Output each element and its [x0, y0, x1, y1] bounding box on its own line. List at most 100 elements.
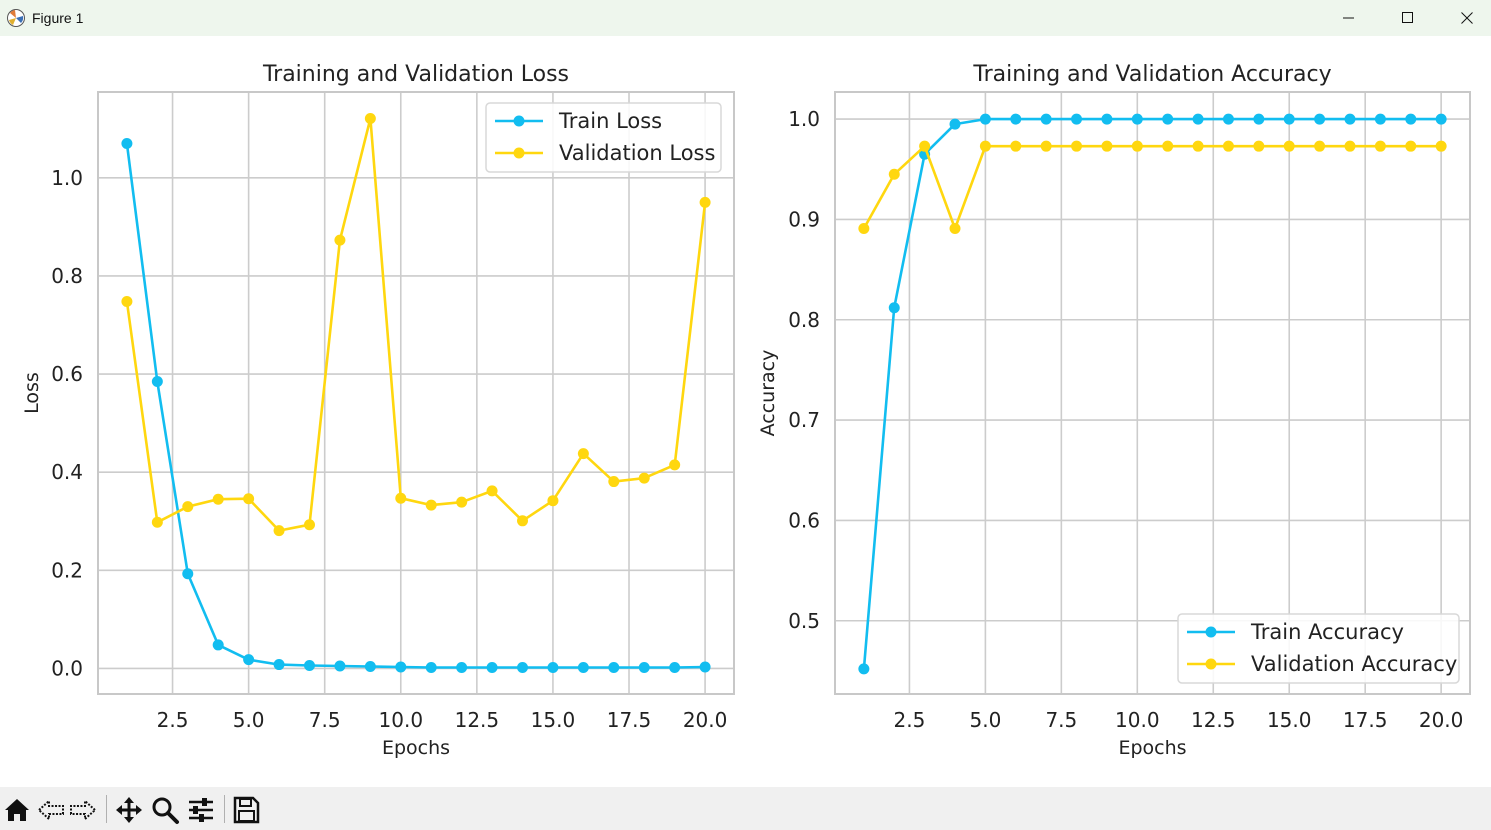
plot-area[interactable] [835, 92, 1470, 694]
back-icon[interactable] [36, 795, 66, 825]
x-tick-label: 10.0 [1115, 708, 1160, 732]
legend-label: Train Loss [558, 109, 662, 133]
y-tick-label: 0.8 [788, 308, 820, 332]
data-point [1314, 140, 1326, 152]
data-point [547, 495, 559, 507]
data-point [888, 168, 900, 180]
data-point [1374, 113, 1386, 125]
data-point [949, 118, 961, 130]
data-point [212, 639, 224, 651]
x-tick-label: 5.0 [969, 708, 1001, 732]
data-point [212, 493, 224, 505]
data-point [151, 375, 163, 387]
x-tick-label: 2.5 [894, 708, 926, 732]
legend-label: Validation Accuracy [1251, 652, 1457, 676]
data-point [182, 568, 194, 580]
y-tick-label: 1.0 [51, 166, 83, 190]
data-point [1283, 113, 1295, 125]
x-tick-label: 17.5 [1343, 708, 1388, 732]
navigation-toolbar [0, 787, 1491, 830]
data-point [151, 516, 163, 528]
plot-area[interactable] [98, 92, 734, 694]
data-point [608, 662, 620, 674]
configure-subplots-icon[interactable] [186, 795, 216, 825]
minimize-icon [1343, 17, 1354, 19]
data-point [456, 496, 468, 508]
data-point [1344, 113, 1356, 125]
maximize-button[interactable] [1379, 0, 1437, 36]
data-point [121, 138, 133, 150]
y-tick-label: 0.0 [51, 656, 83, 680]
x-tick-label: 12.5 [455, 708, 500, 732]
legend-marker [1205, 626, 1217, 638]
data-point [364, 112, 376, 124]
data-point [577, 448, 589, 460]
minimize-button[interactable] [1320, 0, 1378, 36]
data-point [425, 662, 437, 674]
save-icon[interactable] [231, 795, 261, 825]
x-tick-label: 15.0 [1267, 708, 1312, 732]
data-point [1040, 113, 1052, 125]
data-point [1101, 140, 1113, 152]
data-point [1374, 140, 1386, 152]
data-point [669, 459, 681, 471]
data-point [699, 196, 711, 208]
x-tick-label: 2.5 [157, 708, 189, 732]
window-titlebar: Figure 1 [0, 0, 1491, 36]
data-point [1222, 113, 1234, 125]
y-tick-label: 0.4 [51, 460, 83, 484]
x-tick-label: 12.5 [1191, 708, 1236, 732]
y-tick-label: 0.5 [788, 609, 820, 633]
data-point [1131, 140, 1143, 152]
x-tick-label: 20.0 [1419, 708, 1464, 732]
data-point [425, 499, 437, 511]
close-icon [1461, 12, 1473, 24]
toolbar-separator [106, 795, 107, 823]
data-point [699, 661, 711, 673]
x-tick-label: 17.5 [607, 708, 652, 732]
data-point [486, 485, 498, 497]
y-tick-label: 0.7 [788, 408, 820, 432]
x-axis-label: Epochs [1118, 737, 1186, 759]
figure-canvas[interactable]: 2.5 5.0 7.5 10.0 12.5 15.0 17.5 20.0 0.0 0.2 0.4 0.… [0, 36, 1491, 787]
legend-marker [1205, 658, 1217, 670]
legend-label: Train Accuracy [1250, 620, 1404, 644]
x-tick-label: 10.0 [379, 708, 424, 732]
data-point [1253, 140, 1265, 152]
data-point [1162, 140, 1174, 152]
legend-box [1177, 613, 1460, 684]
y-tick-label: 0.9 [788, 207, 820, 231]
chart-title: Training and Validation Loss [262, 62, 569, 87]
data-point [273, 525, 285, 537]
close-button[interactable] [1438, 0, 1491, 36]
data-point [1435, 113, 1447, 125]
home-icon[interactable] [2, 795, 32, 825]
x-tick-label: 20.0 [683, 708, 728, 732]
pan-icon[interactable] [114, 795, 144, 825]
legend-marker [513, 115, 525, 127]
data-point [919, 140, 931, 152]
data-point [858, 222, 870, 234]
series-train-loss [121, 138, 711, 674]
maximize-icon [1402, 12, 1413, 23]
data-point [888, 302, 900, 314]
data-point [979, 140, 991, 152]
axes-frame [97, 91, 735, 695]
forward-icon[interactable] [68, 795, 98, 825]
data-point [638, 472, 650, 484]
data-point [364, 661, 376, 673]
data-point [1162, 113, 1174, 125]
series-validation-accuracy [858, 140, 1447, 234]
data-point [1192, 140, 1204, 152]
x-tick-label: 5.0 [233, 708, 265, 732]
x-tick-label: 15.0 [531, 708, 576, 732]
data-point [517, 515, 529, 527]
data-point [1071, 113, 1083, 125]
chart-title: Training and Validation Accuracy [972, 62, 1331, 87]
data-point [395, 492, 407, 504]
legend: Train Accuracy Validation Accuracy [1177, 613, 1460, 684]
zoom-icon[interactable] [150, 795, 180, 825]
axes-frame [834, 91, 1471, 695]
data-point [1222, 140, 1234, 152]
legend-marker [513, 147, 525, 159]
